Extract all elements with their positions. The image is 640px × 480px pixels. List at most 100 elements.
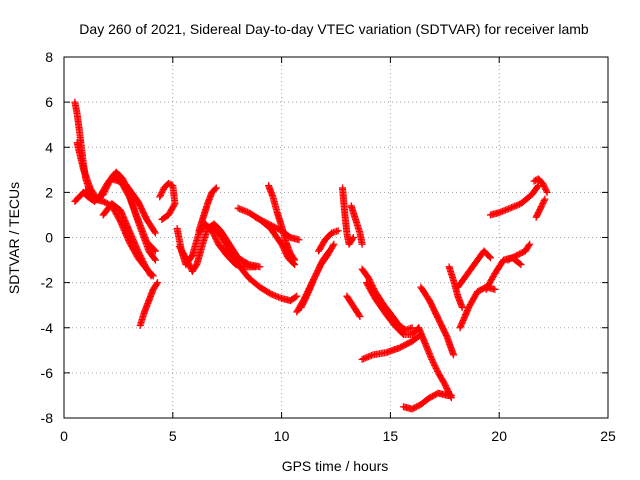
data-point xyxy=(355,311,363,319)
series-sat-q xyxy=(297,240,338,311)
series-sat-t xyxy=(343,292,364,320)
data-point xyxy=(147,272,155,280)
axis-ticks: 0 5 10 15 20 25 -8 -6 -4 -2 0 2 4 6 8 xyxy=(41,49,616,444)
data-point xyxy=(211,233,219,241)
data-point xyxy=(329,242,337,250)
data-point xyxy=(334,227,342,235)
y-axis-label: SDTVAR / TECUs xyxy=(6,182,22,294)
data-point xyxy=(291,256,299,264)
data-point xyxy=(517,261,525,269)
data-point xyxy=(313,268,321,276)
data-point xyxy=(542,185,550,193)
data-point xyxy=(150,255,158,263)
data-point xyxy=(442,383,450,391)
data-point xyxy=(150,246,158,254)
data-point xyxy=(99,191,107,199)
data-point xyxy=(136,252,144,260)
data-point xyxy=(485,253,493,261)
series-sat-s xyxy=(339,184,357,248)
x-axis-label: GPS time / hours xyxy=(282,458,389,474)
data-point xyxy=(539,179,547,187)
data-point xyxy=(445,389,453,397)
data-point xyxy=(298,302,306,310)
data-point xyxy=(158,188,166,196)
data-point xyxy=(103,183,111,191)
series-sat-o xyxy=(251,213,303,244)
data-point xyxy=(297,303,305,311)
data-point xyxy=(100,189,108,197)
data-point xyxy=(256,263,264,271)
series-sat-aa xyxy=(417,283,458,359)
data-point xyxy=(442,382,450,390)
y-tick-label: 4 xyxy=(45,139,53,155)
data-point xyxy=(138,255,146,263)
data-point xyxy=(534,210,542,218)
series-sat-x xyxy=(358,331,425,363)
series-sat-z xyxy=(415,324,455,402)
series-sat-g xyxy=(108,175,159,237)
data-point xyxy=(542,187,550,195)
data-point xyxy=(101,186,109,194)
data-point xyxy=(533,183,541,191)
data-point xyxy=(428,355,436,363)
y-tick-label: -6 xyxy=(41,365,54,381)
data-point xyxy=(102,185,110,193)
data-point xyxy=(526,240,534,248)
y-tick-label: -8 xyxy=(41,410,54,426)
data-point xyxy=(314,267,322,275)
data-point xyxy=(146,270,154,278)
data-point xyxy=(185,260,193,268)
data-point xyxy=(447,392,455,400)
data-point xyxy=(182,254,190,262)
series-sat-e xyxy=(99,200,155,280)
data-point xyxy=(525,242,533,250)
series-sat-r xyxy=(315,227,342,255)
data-point xyxy=(443,385,451,393)
data-point xyxy=(151,256,159,264)
data-point xyxy=(429,358,437,366)
chart-title: Day 260 of 2021, Sidereal Day-to-day VTE… xyxy=(79,21,589,37)
data-point xyxy=(444,386,452,394)
data-point xyxy=(302,294,310,302)
data-point xyxy=(183,255,191,263)
data-point xyxy=(101,188,109,196)
data-point xyxy=(311,273,319,281)
series-sat-ab xyxy=(445,263,466,311)
data-point xyxy=(541,184,549,192)
gridlines xyxy=(64,57,608,418)
series-sat-ac xyxy=(454,247,494,291)
data-point xyxy=(302,293,310,301)
data-point xyxy=(430,360,438,368)
data-point xyxy=(153,280,161,288)
data-point xyxy=(104,182,112,190)
data-point xyxy=(433,366,441,374)
y-tick-label: -4 xyxy=(41,320,54,336)
data-point xyxy=(212,184,220,192)
data-point xyxy=(159,215,167,223)
series-sat-u xyxy=(347,202,366,248)
y-tick-label: 6 xyxy=(45,94,53,110)
data-point xyxy=(516,260,524,268)
data-point xyxy=(432,364,440,372)
data-point xyxy=(211,185,219,193)
data-point xyxy=(365,274,373,282)
data-point xyxy=(212,234,220,242)
data-point xyxy=(138,256,146,264)
series-sat-y xyxy=(399,389,455,413)
x-tick-label: 5 xyxy=(169,428,177,444)
x-tick-label: 0 xyxy=(60,428,68,444)
data-point xyxy=(458,303,466,311)
data-point xyxy=(293,292,301,300)
data-point xyxy=(154,279,162,287)
data-point xyxy=(431,363,439,371)
data-point xyxy=(185,261,193,269)
y-tick-label: -2 xyxy=(41,275,54,291)
x-tick-label: 15 xyxy=(383,428,399,444)
series-sat-h xyxy=(156,179,179,223)
data-point xyxy=(486,254,494,262)
data-point xyxy=(539,181,547,189)
data-point xyxy=(533,212,541,220)
data-point xyxy=(537,204,545,212)
series-sat-ag xyxy=(486,182,542,219)
series-sat-ah xyxy=(530,175,551,196)
